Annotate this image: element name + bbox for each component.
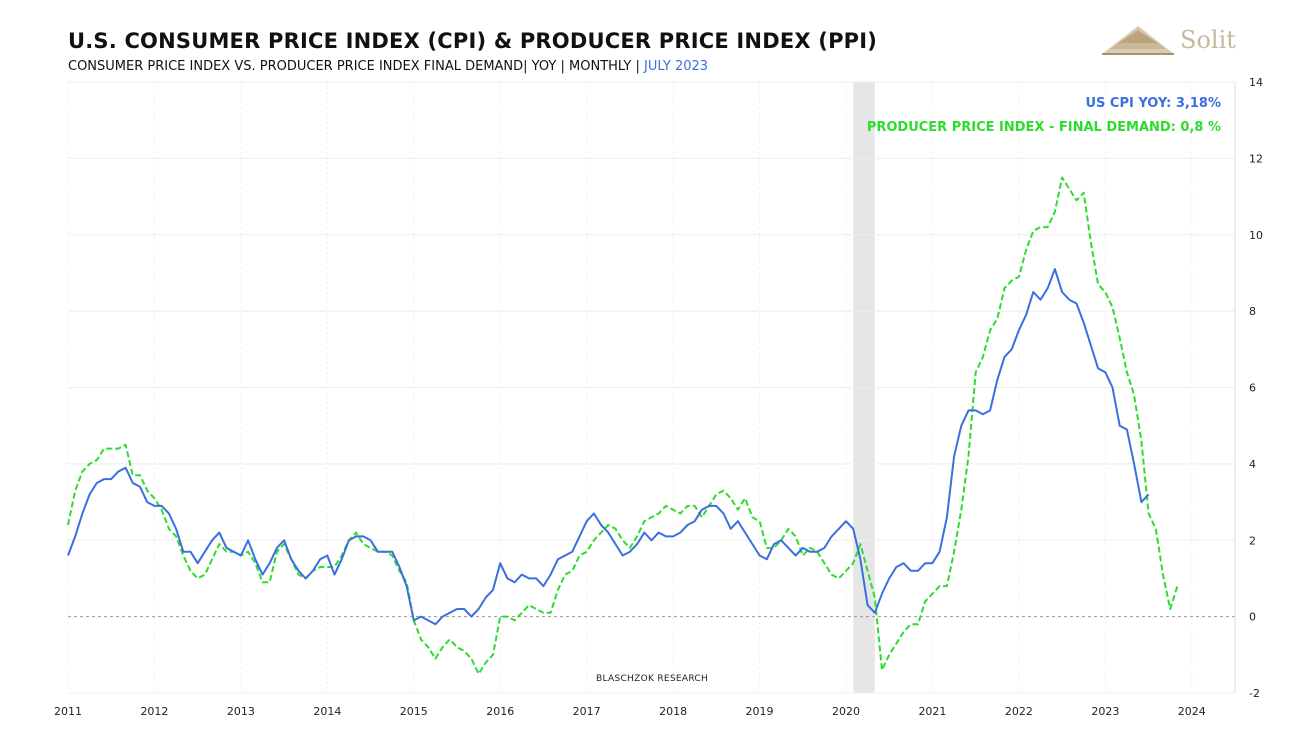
- chart-legend: US CPI YOY: 3,18% PRODUCER PRICE INDEX -…: [867, 92, 1221, 140]
- x-tick-label: 2013: [227, 705, 255, 718]
- pyramid-logo-icon: [1102, 26, 1174, 55]
- logo-text: Solit: [1180, 26, 1236, 54]
- watermark: BLASCHZOK RESEARCH: [596, 674, 709, 684]
- x-tick-label: 2023: [1091, 705, 1119, 718]
- x-tick-label: 2015: [400, 705, 428, 718]
- x-tick-label: 2012: [140, 705, 168, 718]
- x-tick-label: 2020: [832, 705, 860, 718]
- subtitle-date: JULY 2023: [644, 59, 709, 74]
- x-tick-label: 2011: [54, 705, 82, 718]
- y-tick-label: 2: [1249, 534, 1256, 547]
- x-tick-label: 2024: [1178, 705, 1206, 718]
- x-tick-label: 2017: [573, 705, 601, 718]
- cpi-line: [67, 268, 1150, 626]
- x-tick-label: 2022: [1005, 705, 1033, 718]
- x-tick-label: 2019: [746, 705, 774, 718]
- x-tick-label: 2014: [313, 705, 341, 718]
- x-tick-label: 2018: [659, 705, 687, 718]
- y-tick-label: -2: [1249, 687, 1260, 700]
- x-tick-label: 2016: [486, 705, 514, 718]
- chart-subtitle: CONSUMER PRICE INDEX VS. PRODUCER PRICE …: [68, 59, 708, 74]
- y-tick-label: 12: [1249, 152, 1263, 165]
- legend-cpi: US CPI YOY: 3,18%: [1085, 96, 1221, 111]
- y-tick-label: 14: [1249, 76, 1263, 89]
- ppi-line: [67, 176, 1179, 675]
- chart-title: U.S. CONSUMER PRICE INDEX (CPI) & PRODUC…: [68, 29, 878, 53]
- y-tick-label: 4: [1249, 458, 1256, 471]
- y-tick-label: 6: [1249, 382, 1256, 395]
- y-tick-label: 0: [1249, 611, 1256, 624]
- legend-ppi: PRODUCER PRICE INDEX - FINAL DEMAND: 0,8…: [866, 120, 1221, 135]
- y-tick-label: 10: [1249, 229, 1263, 242]
- y-tick-label: 8: [1249, 305, 1256, 318]
- x-tick-label: 2021: [918, 705, 946, 718]
- subtitle-main: CONSUMER PRICE INDEX VS. PRODUCER PRICE …: [68, 59, 645, 74]
